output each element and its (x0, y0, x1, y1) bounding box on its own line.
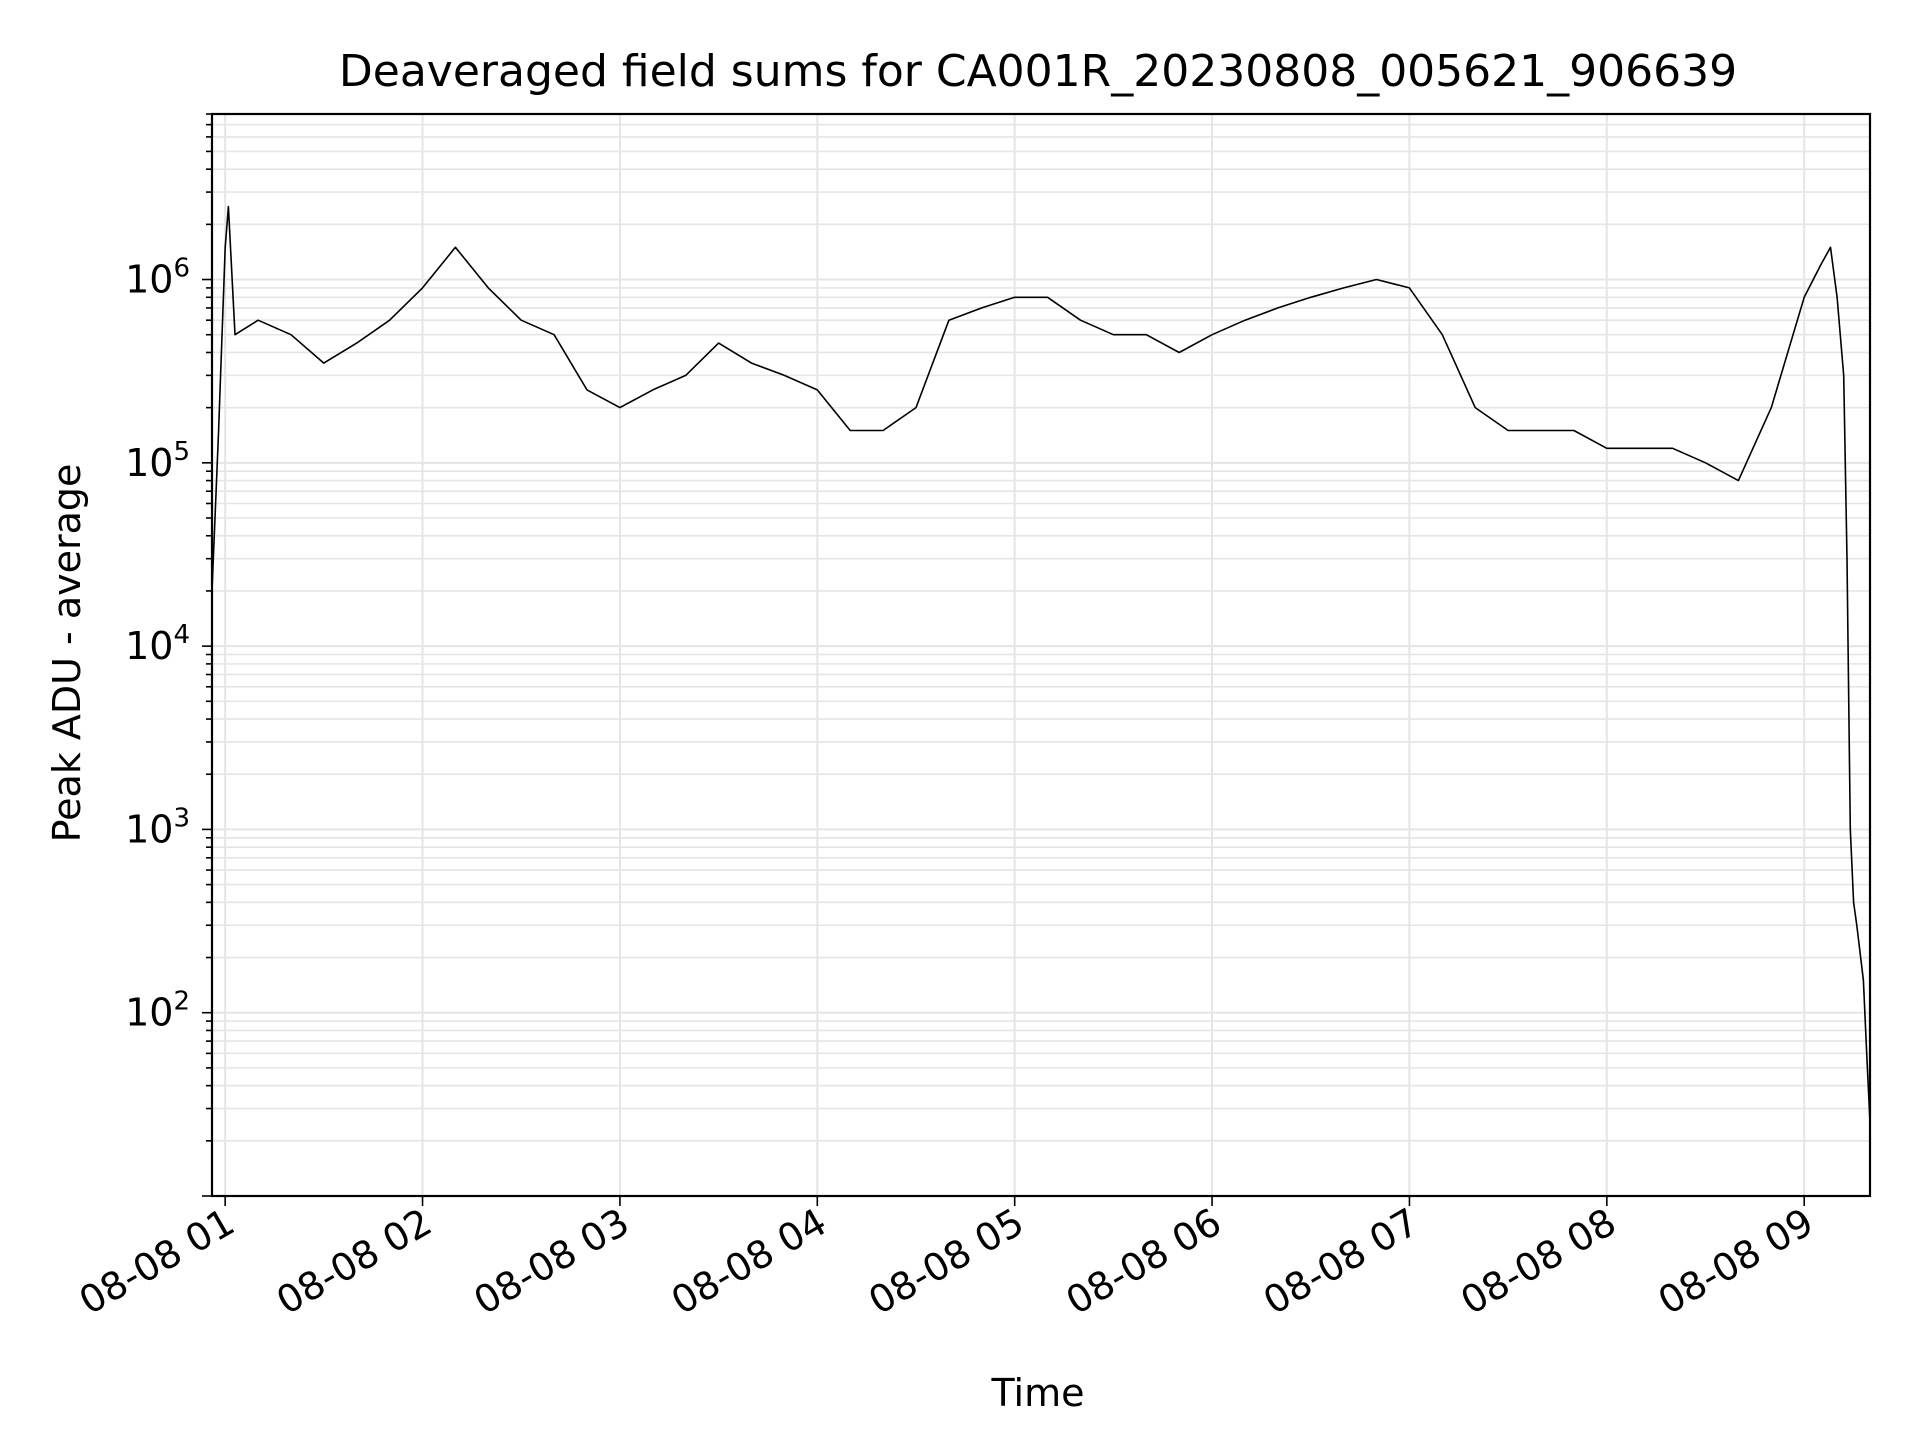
x-axis-label: Time (991, 1371, 1085, 1415)
y-tick-label: 105 (125, 437, 190, 485)
y-tick-label: 103 (125, 803, 190, 851)
chart-title: Deaveraged field sums for CA001R_2023080… (339, 46, 1737, 97)
grid (212, 113, 1870, 1197)
y-axis-label: Peak ADU - average (45, 464, 89, 843)
y-axis: 102 103 104 105 106 (125, 113, 212, 1197)
y-tick-label: 104 (125, 620, 190, 668)
y-tick-label: 106 (125, 254, 190, 302)
series-layer (211, 205, 1871, 1124)
series-line (211, 205, 1871, 1124)
y-tick-label: 102 (125, 987, 190, 1035)
